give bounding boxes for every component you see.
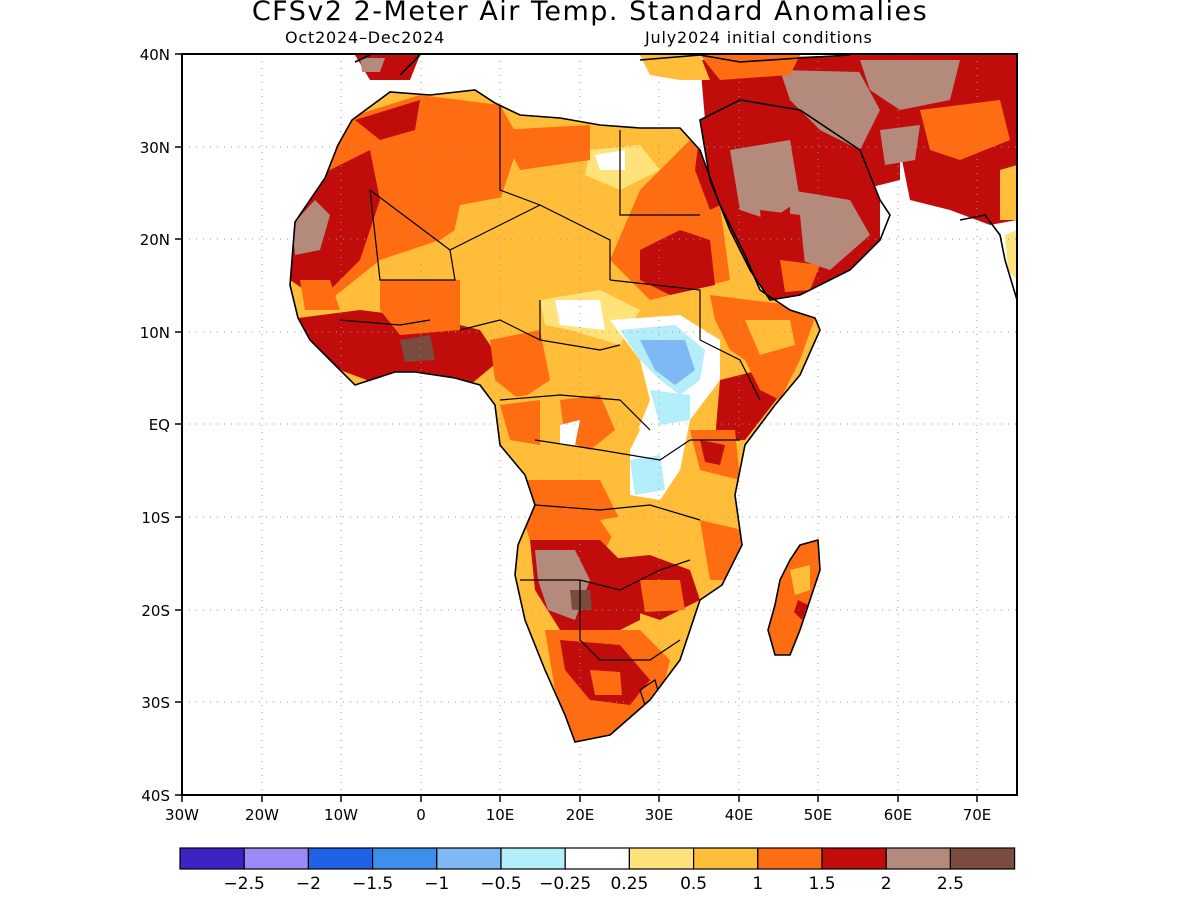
legend-swatch (821, 847, 887, 870)
legend-label: −1.5 (352, 874, 393, 894)
legend-swatch (885, 847, 952, 870)
lon-label-10e: 10E (486, 806, 515, 824)
country-borders (339, 105, 761, 706)
legend-swatch (564, 847, 631, 870)
lat-label-40s: 40S (141, 787, 170, 805)
legend-label: 2 (881, 874, 892, 894)
tick-marks (175, 53, 978, 802)
coastlines (289, 54, 1017, 743)
lon-label-0: 0 (416, 806, 426, 824)
lat-label-30n: 30N (140, 139, 170, 157)
legend-swatch (692, 847, 759, 870)
lat-label-eq: EQ (149, 416, 170, 434)
lat-label-40n: 40N (140, 46, 170, 64)
legend-label: −0.5 (480, 874, 521, 894)
lon-label-50e: 50E (804, 806, 833, 824)
legend-label: 0.25 (610, 874, 648, 894)
anomaly-shading (290, 55, 1017, 742)
map-title: CFSv2 2-Meter Air Temp. Standard Anomali… (251, 0, 929, 27)
lon-label-20w: 20W (245, 806, 279, 824)
legend-labels: −2.5 −2 −1.5 −1 −0.5 −0.25 0.25 0.5 1 1.5 2 2.5 (224, 874, 964, 894)
legend-label: −2.5 (224, 874, 265, 894)
color-legend (179, 847, 1016, 870)
lat-label-20n: 20N (140, 231, 170, 249)
lon-label-30e: 30E (645, 806, 674, 824)
legend-label: 2.5 (937, 874, 964, 894)
legend-swatch (243, 847, 309, 870)
lat-label-20s: 20S (141, 602, 170, 620)
lon-label-10w: 10W (324, 806, 358, 824)
legend-swatch (500, 847, 566, 870)
initial-conditions: July2024 initial conditions (645, 28, 873, 47)
lat-labels: 40N 30N 20N 10N EQ 10S 20S 30S 40S (140, 46, 170, 805)
legend-swatch (372, 847, 438, 870)
legend-label: 1.5 (808, 874, 835, 894)
legend-swatch (628, 847, 695, 870)
legend-swatch (307, 847, 374, 870)
legend-swatch (436, 847, 502, 870)
lon-labels: 30W 20W 10W 0 10E 20E 30E 40E 50E 60E 70… (165, 806, 991, 824)
legend-swatch (179, 847, 245, 870)
lat-label-10n: 10N (140, 324, 170, 342)
legend-swatch (757, 847, 823, 870)
legend-swatch (949, 847, 1016, 870)
lon-label-30w: 30W (165, 806, 199, 824)
legend-label: −1 (424, 874, 449, 894)
legend-label: 0.5 (680, 874, 707, 894)
lon-label-40e: 40E (725, 806, 754, 824)
lat-label-10s: 10S (141, 509, 170, 527)
lat-label-30s: 30S (141, 694, 170, 712)
lon-label-60e: 60E (884, 806, 913, 824)
legend-label: −2 (296, 874, 321, 894)
legend-label: −0.25 (539, 874, 591, 894)
forecast-period: Oct2024–Dec2024 (285, 28, 446, 47)
lon-label-20e: 20E (566, 806, 595, 824)
lon-label-70e: 70E (963, 806, 992, 824)
legend-label: 1 (752, 874, 763, 894)
